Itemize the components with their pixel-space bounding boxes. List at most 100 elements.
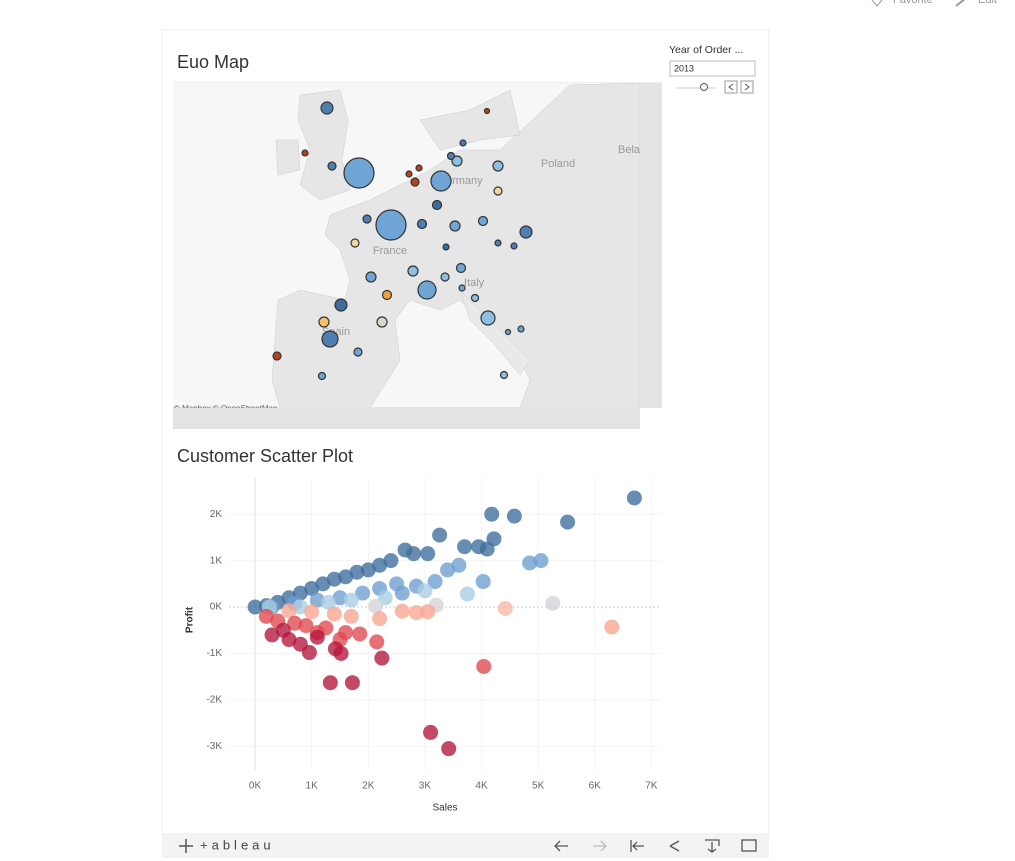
bubble	[376, 316, 388, 328]
point	[423, 724, 439, 740]
point	[292, 599, 308, 615]
bubble	[415, 164, 423, 172]
chart-title: Customer Scatter Plot	[177, 446, 353, 466]
bubble	[477, 215, 489, 227]
point	[420, 604, 436, 620]
land	[297, 89, 351, 201]
point	[344, 675, 360, 691]
favorite[interactable]: Favorite	[893, 0, 933, 6]
bubble	[362, 214, 372, 224]
scrollbar[interactable]	[173, 407, 640, 429]
point	[264, 627, 280, 643]
point	[292, 636, 308, 652]
next-button[interactable]	[740, 80, 754, 94]
point	[287, 615, 303, 631]
point	[309, 629, 325, 645]
land	[275, 139, 301, 176]
redo[interactable]	[593, 840, 607, 852]
point	[369, 634, 385, 650]
undo[interactable]	[554, 840, 568, 852]
bubble	[317, 371, 327, 381]
slider-handle[interactable]	[700, 83, 708, 91]
point	[338, 625, 354, 641]
bubble	[519, 225, 533, 239]
point	[309, 592, 325, 608]
point	[315, 576, 331, 592]
filter-box[interactable]	[669, 60, 756, 77]
point	[281, 603, 297, 619]
map-label: Belarus	[618, 144, 656, 156]
point	[304, 580, 320, 596]
prev-button[interactable]	[724, 80, 738, 94]
bubble	[375, 209, 407, 241]
point	[322, 675, 338, 691]
point	[326, 571, 342, 587]
download[interactable]	[705, 839, 720, 853]
share[interactable]	[669, 840, 680, 852]
point	[321, 594, 337, 610]
bubble	[417, 280, 437, 300]
x-axis-title: Sales	[432, 803, 457, 814]
scrollbar[interactable]	[640, 83, 662, 408]
revert[interactable]	[630, 840, 644, 852]
point	[383, 553, 399, 569]
point	[440, 562, 456, 578]
bubble	[353, 347, 363, 357]
x-tick-label: 0K	[249, 781, 262, 792]
edit-icon	[955, 0, 966, 7]
point	[417, 583, 433, 599]
bubble	[510, 242, 518, 250]
bubble	[446, 151, 456, 161]
bubble	[381, 289, 393, 301]
point	[333, 645, 349, 661]
next-icon	[744, 83, 750, 91]
edit[interactable]: Edit	[978, 0, 997, 6]
x-tick-label: 1K	[306, 781, 319, 792]
point	[355, 585, 371, 601]
point	[258, 608, 274, 624]
point	[406, 546, 422, 562]
point	[457, 539, 473, 555]
fullscreen[interactable]	[741, 839, 757, 852]
x-tick-label: 4K	[475, 781, 488, 792]
point	[451, 557, 467, 573]
point	[432, 527, 448, 543]
x-tick-label: 3K	[419, 781, 432, 792]
point	[420, 546, 436, 562]
point	[360, 562, 376, 578]
bubble	[416, 218, 428, 230]
point	[394, 585, 410, 601]
land	[419, 89, 521, 151]
x-tick-label: 6K	[589, 781, 602, 792]
x-tick-label: 7K	[645, 781, 658, 792]
bubble	[334, 298, 348, 312]
map-label: Poland	[541, 158, 575, 170]
bubble	[405, 170, 413, 178]
bubble	[480, 310, 496, 326]
prev-icon	[728, 83, 734, 91]
map: Poland Belarus France Germany Spain Ital…	[173, 83, 656, 429]
point	[343, 592, 359, 608]
bubble	[407, 265, 419, 277]
land	[271, 83, 640, 408]
scrollbar[interactable]	[173, 408, 640, 429]
point	[476, 658, 492, 674]
point	[626, 490, 642, 506]
map-bubbles	[272, 101, 533, 381]
land	[459, 289, 531, 376]
bubble	[318, 316, 330, 328]
map-label: Italy	[464, 277, 485, 289]
bubble	[451, 155, 463, 167]
logo: +ableau	[200, 837, 275, 852]
point	[497, 600, 513, 616]
point	[304, 604, 320, 620]
bubble	[449, 220, 461, 232]
point	[326, 606, 342, 622]
point	[352, 626, 368, 642]
bubble	[517, 325, 525, 333]
point	[484, 506, 500, 522]
map-label: France	[373, 245, 407, 257]
point	[394, 603, 410, 619]
footer-icons	[554, 839, 757, 853]
